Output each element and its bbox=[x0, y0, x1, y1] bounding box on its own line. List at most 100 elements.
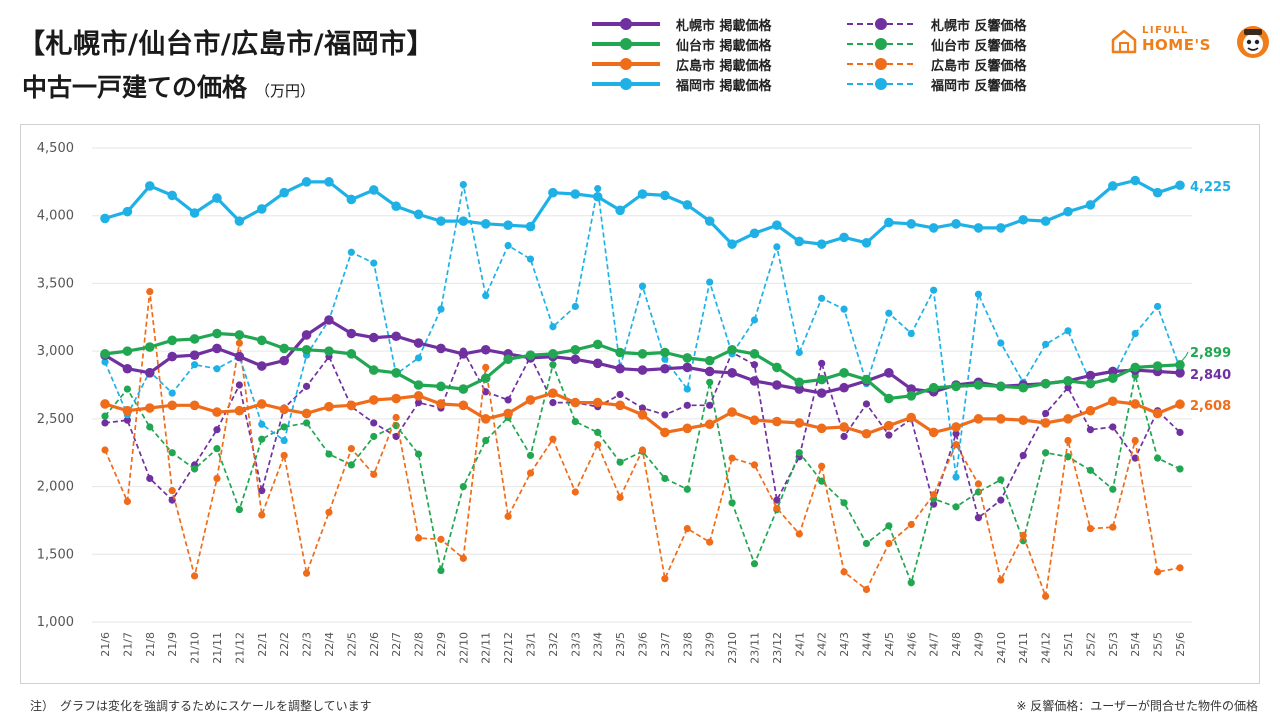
data-point bbox=[414, 450, 423, 458]
data-point bbox=[974, 480, 983, 488]
data-point bbox=[637, 365, 648, 375]
data-point bbox=[706, 401, 714, 409]
data-point bbox=[122, 405, 133, 416]
x-tick-label: 22/3 bbox=[301, 632, 314, 657]
data-point bbox=[816, 388, 827, 398]
data-point bbox=[704, 366, 715, 377]
data-point bbox=[122, 206, 133, 217]
legend-swatch bbox=[847, 78, 915, 90]
data-point bbox=[324, 315, 334, 325]
data-point bbox=[123, 385, 131, 393]
data-point bbox=[661, 575, 669, 583]
footnote-response-price-note: ※ 反響価格：ユーザーが問合せた物件の価格 bbox=[1016, 699, 1258, 713]
data-point bbox=[839, 232, 849, 243]
data-point bbox=[682, 362, 693, 373]
data-point bbox=[436, 343, 446, 354]
x-tick-label: 22/9 bbox=[435, 632, 448, 657]
data-point bbox=[638, 282, 647, 290]
data-point bbox=[391, 393, 401, 404]
data-point bbox=[951, 422, 961, 432]
data-point bbox=[839, 382, 849, 393]
data-point bbox=[706, 538, 714, 546]
x-tick-label: 23/10 bbox=[726, 632, 739, 664]
y-tick-label: 4,000 bbox=[37, 209, 74, 224]
data-point bbox=[258, 487, 266, 495]
data-point bbox=[973, 414, 984, 424]
data-point bbox=[1131, 436, 1139, 445]
x-tick-label: 24/5 bbox=[883, 632, 896, 657]
series-line bbox=[104, 363, 1181, 584]
data-point bbox=[503, 220, 513, 230]
data-point bbox=[996, 381, 1006, 392]
data-point bbox=[1040, 216, 1051, 226]
data-point bbox=[570, 189, 581, 199]
data-point bbox=[212, 343, 222, 354]
x-tick-label: 24/9 bbox=[972, 632, 985, 657]
data-point bbox=[324, 346, 334, 356]
page-title: 【札幌市/仙台市/広島市/福岡市】 bbox=[18, 29, 435, 60]
data-point bbox=[144, 342, 155, 352]
x-tick-label: 22/11 bbox=[480, 632, 493, 664]
data-point bbox=[928, 382, 939, 393]
data-point bbox=[190, 572, 199, 580]
legend-swatch bbox=[592, 58, 660, 70]
data-point bbox=[861, 238, 872, 248]
data-point bbox=[862, 400, 871, 408]
data-point bbox=[123, 416, 131, 424]
data-point bbox=[637, 349, 648, 359]
data-point bbox=[660, 347, 670, 358]
data-point bbox=[660, 190, 670, 201]
data-point bbox=[750, 316, 759, 324]
data-point bbox=[302, 382, 311, 390]
data-point bbox=[100, 349, 110, 359]
data-point bbox=[280, 436, 288, 445]
data-point bbox=[683, 524, 691, 533]
x-tick-label: 25/4 bbox=[1129, 632, 1142, 657]
data-point bbox=[279, 355, 289, 366]
x-tick-label: 24/7 bbox=[928, 632, 941, 657]
end-value-label: 2,840 bbox=[1190, 368, 1231, 383]
data-point bbox=[1109, 485, 1117, 493]
x-tick-label: 22/4 bbox=[323, 632, 336, 657]
data-point bbox=[839, 368, 849, 378]
data-point bbox=[503, 354, 513, 365]
data-point bbox=[615, 205, 625, 216]
legend-item: 広島市 反響価格 bbox=[845, 54, 1027, 74]
data-point bbox=[862, 539, 871, 548]
data-point bbox=[1042, 340, 1050, 348]
data-point bbox=[480, 373, 491, 384]
data-point bbox=[594, 185, 602, 193]
data-point bbox=[525, 221, 536, 232]
data-point bbox=[167, 400, 177, 411]
data-point bbox=[279, 187, 289, 198]
x-tick-label: 24/6 bbox=[905, 632, 918, 657]
data-point bbox=[548, 187, 558, 198]
data-point bbox=[256, 335, 267, 346]
data-point bbox=[1108, 366, 1118, 377]
data-point bbox=[1152, 361, 1163, 371]
data-point bbox=[1176, 428, 1184, 436]
legend-swatch bbox=[592, 78, 660, 90]
data-point bbox=[1086, 466, 1095, 474]
legend-item: 札幌市 掲載価格 bbox=[590, 14, 772, 34]
data-point bbox=[480, 414, 491, 424]
data-point bbox=[1085, 378, 1096, 389]
data-point bbox=[459, 180, 467, 189]
data-point bbox=[683, 385, 691, 393]
data-point bbox=[258, 435, 266, 443]
x-tick-label: 22/12 bbox=[502, 632, 515, 664]
data-point bbox=[1176, 465, 1184, 473]
lifull-homes-logo: LIFULL HOME'S bbox=[1110, 22, 1270, 62]
data-point bbox=[638, 404, 647, 412]
data-point bbox=[168, 389, 176, 397]
data-point bbox=[704, 216, 715, 226]
data-point bbox=[594, 440, 602, 449]
data-point bbox=[1108, 396, 1118, 407]
data-point bbox=[727, 239, 737, 249]
data-point bbox=[189, 400, 200, 411]
data-point bbox=[661, 355, 669, 363]
data-point bbox=[458, 349, 469, 359]
legend-swatch bbox=[847, 58, 915, 70]
data-point bbox=[1175, 180, 1185, 191]
data-point bbox=[548, 388, 558, 398]
